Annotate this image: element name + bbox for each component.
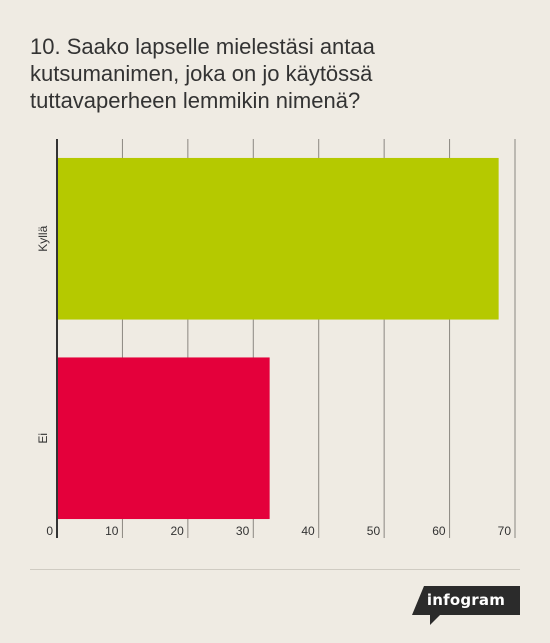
infogram-logo-badge — [412, 586, 520, 625]
bar-kyllä — [57, 157, 499, 320]
x-tick-label-40: 40 — [301, 524, 315, 538]
bar-chart: Kyllä Ei 0 10 20 30 40 50 60 70 — [36, 139, 516, 538]
x-tick-label-20: 20 — [170, 524, 184, 538]
infogram-logo[interactable] — [410, 584, 522, 626]
x-tick-label-70: 70 — [498, 524, 512, 538]
chart-title: 10. Saako lapselle mielestäsi antaa kuts… — [30, 34, 375, 113]
category-label-kyllä: Kyllä — [36, 225, 50, 251]
bar-ei — [57, 357, 270, 520]
category-label-ei: Ei — [36, 433, 50, 444]
x-tick-label-60: 60 — [432, 524, 446, 538]
footer-divider — [30, 569, 520, 570]
x-tick-label-10: 10 — [105, 524, 119, 538]
x-tick-label-0: 0 — [46, 524, 53, 538]
infogram-logo-text: infogram — [426, 591, 506, 609]
x-tick-label-50: 50 — [367, 524, 381, 538]
x-tick-label-30: 30 — [236, 524, 250, 538]
